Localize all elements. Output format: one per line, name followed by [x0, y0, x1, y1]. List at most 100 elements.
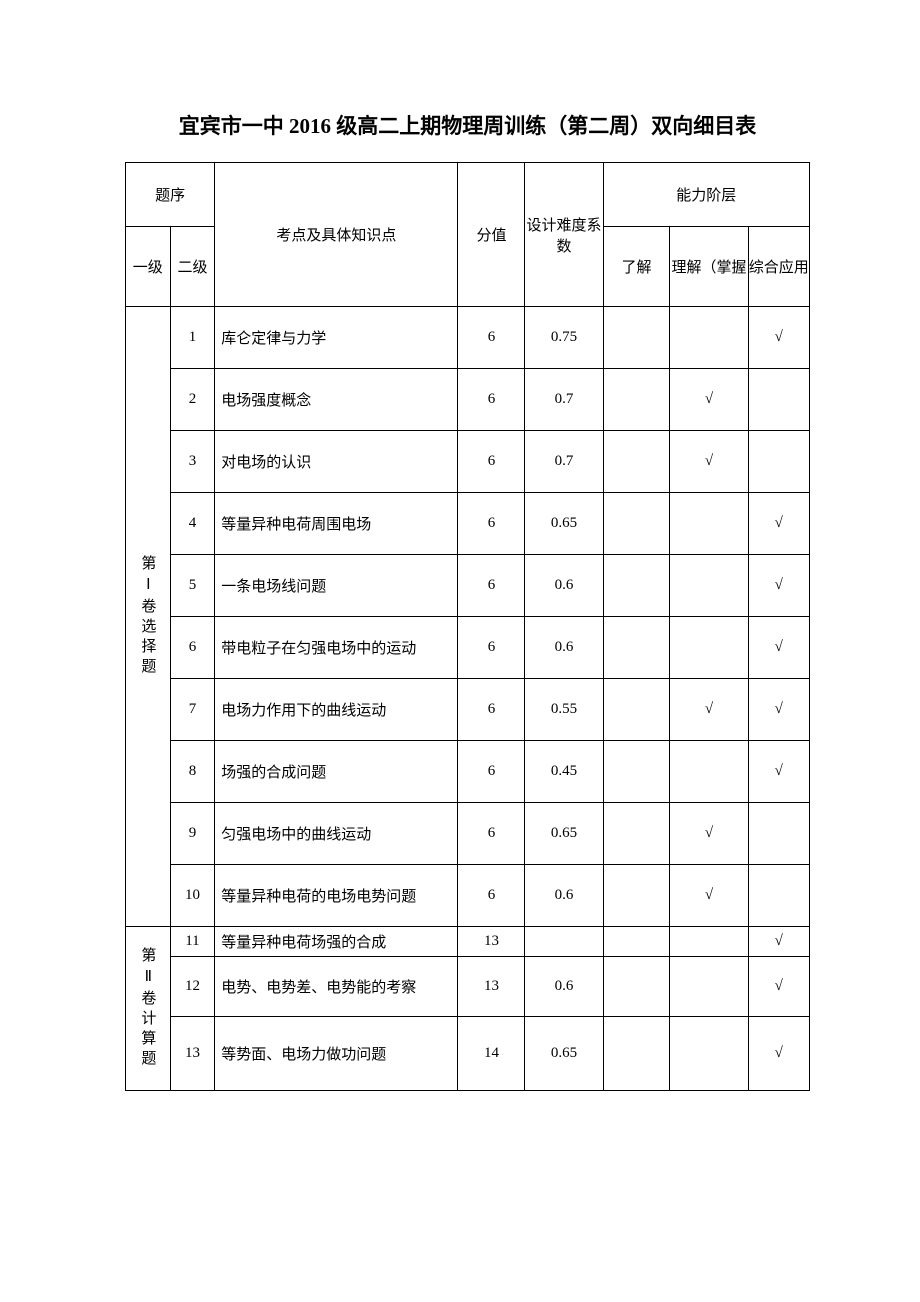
cell-n: 4 — [170, 493, 215, 555]
cell-topic: 等量异种电荷场强的合成 — [215, 927, 458, 957]
cell-topic: 对电场的认识 — [215, 431, 458, 493]
cell-topic: 等量异种电荷周围电场 — [215, 493, 458, 555]
cell-a3: √ — [748, 307, 809, 369]
hdr-a1: 了解 — [603, 227, 670, 307]
cell-a2: √ — [670, 679, 748, 741]
cell-score: 13 — [458, 957, 525, 1017]
cell-n: 8 — [170, 741, 215, 803]
cell-score: 13 — [458, 927, 525, 957]
table-row: 10 等量异种电荷的电场电势问题 6 0.6 √ — [126, 865, 810, 927]
cell-score: 14 — [458, 1017, 525, 1091]
cell-diff: 0.7 — [525, 431, 603, 493]
cell-score: 6 — [458, 865, 525, 927]
table-row: 7 电场力作用下的曲线运动 6 0.55 √ √ — [126, 679, 810, 741]
cell-a2: √ — [670, 865, 748, 927]
cell-diff: 0.55 — [525, 679, 603, 741]
cell-a1 — [603, 431, 670, 493]
hdr-difficulty: 设计难度系数 — [525, 163, 603, 307]
cell-topic: 一条电场线问题 — [215, 555, 458, 617]
cell-topic: 电势、电势差、电势能的考察 — [215, 957, 458, 1017]
hdr-score: 分值 — [458, 163, 525, 307]
section1-label: 第Ⅰ卷选择题 — [126, 307, 171, 927]
cell-n: 12 — [170, 957, 215, 1017]
cell-topic: 匀强电场中的曲线运动 — [215, 803, 458, 865]
cell-n: 2 — [170, 369, 215, 431]
cell-a1 — [603, 741, 670, 803]
table-row: 8 场强的合成问题 6 0.45 √ — [126, 741, 810, 803]
cell-n: 11 — [170, 927, 215, 957]
cell-score: 6 — [458, 369, 525, 431]
cell-diff: 0.7 — [525, 369, 603, 431]
cell-score: 6 — [458, 803, 525, 865]
cell-a1 — [603, 865, 670, 927]
table-row: 第Ⅱ卷计算题 11 等量异种电荷场强的合成 13 √ — [126, 927, 810, 957]
cell-topic: 电场强度概念 — [215, 369, 458, 431]
cell-diff — [525, 927, 603, 957]
cell-a2 — [670, 493, 748, 555]
hdr-seq: 题序 — [126, 163, 215, 227]
hdr-ability: 能力阶层 — [603, 163, 809, 227]
cell-topic: 库仑定律与力学 — [215, 307, 458, 369]
cell-a3: √ — [748, 617, 809, 679]
cell-a2 — [670, 1017, 748, 1091]
cell-a2: √ — [670, 369, 748, 431]
cell-a1 — [603, 617, 670, 679]
cell-a3 — [748, 865, 809, 927]
table-row: 12 电势、电势差、电势能的考察 13 0.6 √ — [126, 957, 810, 1017]
table-row: 5 一条电场线问题 6 0.6 √ — [126, 555, 810, 617]
cell-score: 6 — [458, 679, 525, 741]
cell-a2 — [670, 957, 748, 1017]
table-row: 3 对电场的认识 6 0.7 √ — [126, 431, 810, 493]
hdr-level2: 二级 — [170, 227, 215, 307]
cell-score: 6 — [458, 741, 525, 803]
cell-n: 9 — [170, 803, 215, 865]
cell-a3: √ — [748, 957, 809, 1017]
cell-a2: √ — [670, 803, 748, 865]
table-row: 4 等量异种电荷周围电场 6 0.65 √ — [126, 493, 810, 555]
cell-a1 — [603, 927, 670, 957]
table-row: 2 电场强度概念 6 0.7 √ — [126, 369, 810, 431]
cell-n: 6 — [170, 617, 215, 679]
section2-label: 第Ⅱ卷计算题 — [126, 927, 171, 1091]
cell-topic: 等势面、电场力做功问题 — [215, 1017, 458, 1091]
cell-n: 13 — [170, 1017, 215, 1091]
cell-diff: 0.75 — [525, 307, 603, 369]
cell-n: 3 — [170, 431, 215, 493]
cell-a2 — [670, 927, 748, 957]
cell-diff: 0.6 — [525, 957, 603, 1017]
table-row: 9 匀强电场中的曲线运动 6 0.65 √ — [126, 803, 810, 865]
cell-topic: 等量异种电荷的电场电势问题 — [215, 865, 458, 927]
page-title: 宜宾市一中 2016 级高二上期物理周训练（第二周）双向细目表 — [125, 110, 810, 140]
cell-diff: 0.6 — [525, 555, 603, 617]
cell-topic: 电场力作用下的曲线运动 — [215, 679, 458, 741]
cell-n: 1 — [170, 307, 215, 369]
cell-score: 6 — [458, 493, 525, 555]
cell-a3 — [748, 369, 809, 431]
cell-a3: √ — [748, 1017, 809, 1091]
cell-n: 10 — [170, 865, 215, 927]
cell-diff: 0.6 — [525, 865, 603, 927]
cell-score: 6 — [458, 617, 525, 679]
cell-topic: 场强的合成问题 — [215, 741, 458, 803]
cell-a2 — [670, 555, 748, 617]
cell-diff: 0.45 — [525, 741, 603, 803]
table-row: 6 带电粒子在匀强电场中的运动 6 0.6 √ — [126, 617, 810, 679]
cell-a1 — [603, 679, 670, 741]
cell-a1 — [603, 307, 670, 369]
cell-a1 — [603, 957, 670, 1017]
cell-a1 — [603, 493, 670, 555]
table-row: 13 等势面、电场力做功问题 14 0.65 √ — [126, 1017, 810, 1091]
cell-score: 6 — [458, 307, 525, 369]
cell-a3 — [748, 803, 809, 865]
cell-diff: 0.6 — [525, 617, 603, 679]
cell-a3: √ — [748, 679, 809, 741]
cell-a2 — [670, 307, 748, 369]
cell-diff: 0.65 — [525, 1017, 603, 1091]
cell-a1 — [603, 555, 670, 617]
cell-a1 — [603, 369, 670, 431]
hdr-level1: 一级 — [126, 227, 171, 307]
cell-score: 6 — [458, 555, 525, 617]
cell-diff: 0.65 — [525, 803, 603, 865]
cell-a2 — [670, 741, 748, 803]
spec-table: 题序 考点及具体知识点 分值 设计难度系数 能力阶层 一级 二级 了解 理解（掌… — [125, 162, 810, 1091]
